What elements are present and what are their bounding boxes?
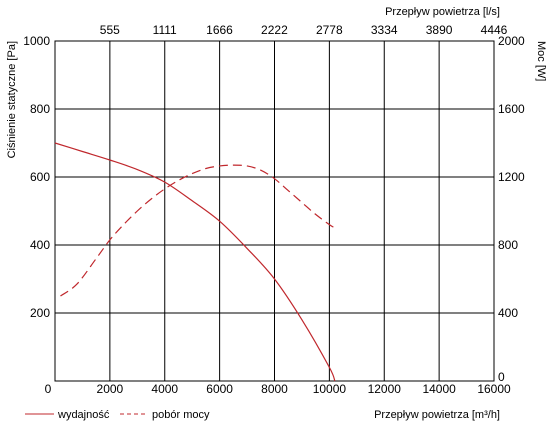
series-line-wydajnosc [54, 142, 336, 382]
x-bottom-tick-label: 2000 [97, 382, 124, 396]
y-right-axis-label: Moc [W] [535, 41, 547, 81]
y-left-tick-label: 200 [30, 306, 50, 320]
x-bottom-tick-label: 6000 [206, 382, 233, 396]
x-bottom-tick-label: 12000 [368, 382, 402, 396]
x-top-tick-label: 4446 [481, 23, 508, 37]
x-top-tick-label: 3334 [371, 23, 398, 37]
y-right-tick-label: 0 [498, 370, 505, 384]
x-bottom-tick-label: 0 [45, 382, 52, 396]
x-top-tick-label: 1666 [206, 23, 233, 37]
tick-labels: 0 2000 4000 6000 8000 10000 12000 14000 16000555… [23, 23, 525, 396]
plot-frame [54, 40, 495, 382]
y-right-tick-label: 800 [498, 238, 518, 252]
x-top-tick-label: 1111 [153, 23, 177, 37]
series [54, 142, 336, 382]
y-left-tick-label: 1000 [23, 34, 50, 48]
x-top-axis-label: Przepływ powietrza [l/s] [385, 6, 500, 18]
y-right-tick-label: 400 [498, 306, 518, 320]
y-right-tick-label: 1600 [498, 102, 525, 116]
y-left-tick-label: 600 [30, 170, 50, 184]
legend-label-pobor-mocy: pobór mocy [152, 409, 210, 421]
grid [55, 41, 494, 381]
y-left-axis-label: Ciśnienie statyczne [Pa] [6, 41, 18, 158]
legend-label-wydajnosc: wydajność [57, 409, 110, 421]
y-right-tick-label: 2000 [498, 34, 525, 48]
series-line-pobor-mocy [60, 164, 336, 297]
y-left-tick-label: 800 [30, 102, 50, 116]
y-right-tick-label: 1200 [498, 170, 525, 184]
y-left-tick-label: 400 [30, 238, 50, 252]
x-bottom-tick-label: 14000 [422, 382, 456, 396]
x-bottom-tick-label: 8000 [261, 382, 288, 396]
x-bottom-axis-label: Przepływ powietrza [m³/h] [374, 409, 500, 421]
x-bottom-tick-label: 4000 [151, 382, 178, 396]
x-bottom-tick-label: 10000 [313, 382, 347, 396]
x-top-tick-label: 2222 [261, 23, 288, 37]
x-top-tick-label: 3890 [426, 23, 453, 37]
x-top-tick-label: 555 [100, 23, 120, 37]
x-top-tick-label: 2778 [316, 23, 343, 37]
x-bottom-tick-label: 16000 [477, 382, 511, 396]
legend: wydajność pobór mocy [25, 409, 210, 421]
